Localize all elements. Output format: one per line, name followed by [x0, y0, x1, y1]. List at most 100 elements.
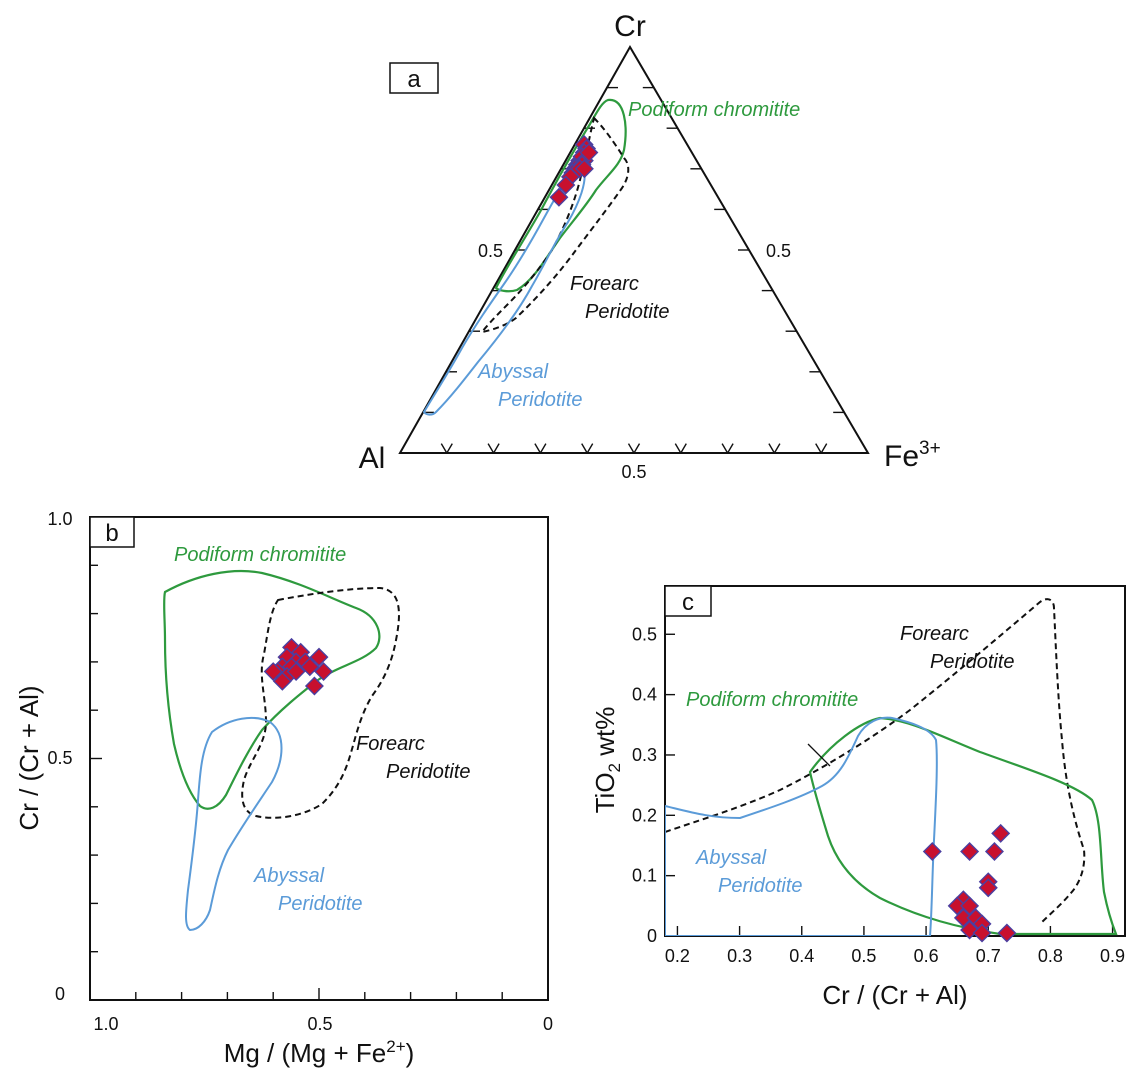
panel-c-data-point — [978, 878, 998, 898]
panel-c-data-point — [960, 842, 980, 862]
panel-c-y-axis-label: TiO2 wt% — [590, 707, 624, 814]
ternary-tick-bottom-arm — [492, 443, 500, 454]
panel-b-ticks — [90, 564, 503, 1000]
ternary-tick-bottom — [674, 443, 682, 454]
ternary-tick-bottom-arm — [633, 443, 641, 454]
panel-b-letter-box — [89, 516, 135, 548]
panel-b-field-label-forearc-line1: Forearc — [356, 733, 425, 755]
ternary-tick-left-arm — [583, 118, 591, 129]
panel-b-points — [263, 637, 334, 696]
ternary-tick-bottom — [581, 443, 588, 454]
ternary-tick-bottom-arm — [726, 443, 734, 454]
panel-c-ytick-label: 0.2 — [632, 805, 657, 825]
panel-b-y-axis-label: Cr / (Cr + Al) — [14, 685, 44, 830]
panel-c-xtick-label: 0.5 — [851, 946, 876, 966]
panel-c-data-point — [953, 908, 973, 928]
ternary-tick-right-arm — [790, 321, 798, 332]
vertex-label-al: Al — [359, 442, 386, 475]
field-abyssal-outline — [422, 164, 586, 416]
ternary-tick-bottom-arm — [539, 443, 547, 454]
panel-c-data-point — [984, 842, 1004, 862]
panel-c-field-label-podiform: Podiform chromitite — [686, 689, 858, 711]
panel-c-field-forearc — [665, 598, 1086, 925]
field-podiform-outline — [494, 98, 627, 293]
ternary-tick-left-arm — [468, 321, 476, 332]
panel-c-field-label-forearc-line2: Peridotite — [930, 651, 1015, 673]
ternary-data-point — [549, 187, 569, 207]
panel-c-xtick-label: 0.7 — [976, 946, 1001, 966]
panel-b-ytick-label-bottom: 0 — [55, 984, 65, 1004]
panel-b-ytick-label-top: 1.0 — [47, 509, 72, 529]
panel-c-letter-box — [664, 585, 712, 617]
field-forearc-outline — [479, 116, 630, 334]
field-label-abyssal-line1: Abyssal — [477, 361, 549, 383]
ternary-tick-left-arm — [537, 199, 545, 210]
panel-c-data-point — [991, 823, 1011, 843]
panel-c-data-point — [947, 896, 967, 916]
panel-b-xtick-label-left: 1.0 — [93, 1014, 118, 1034]
ternary-data-point — [579, 143, 599, 163]
ternary-tick-bottom-arm — [773, 443, 781, 454]
panel-c-field-podiform — [808, 716, 1118, 936]
ternary-tick-left-arm — [514, 240, 522, 251]
panel-b-data-point — [272, 671, 292, 691]
panel-c-tick-labels: 0.2 0.3 0.4 0.5 0.6 0.7 0.8 0.9 0 0.1 0.2 0.3 0.4 0.5 — [632, 624, 1125, 966]
panel-c-data-point — [960, 896, 980, 916]
panel-b-data-point — [314, 662, 334, 682]
panel-b-letter: b — [105, 520, 118, 547]
panel-b-ytick-label-mid: 0.5 — [47, 748, 72, 768]
panel-b-field-abyssal — [185, 716, 283, 932]
panel-b-data-point — [304, 676, 324, 696]
ternary-tick-right-arm — [671, 118, 679, 129]
panel-c-data-point — [972, 923, 992, 943]
ternary-tick-right-arm — [695, 159, 703, 170]
ternary-tick-label-bottom: 0.5 — [621, 462, 646, 482]
panel-b: b 1.0 0.5 0 1.0 0.5 0 Mg / (Mg + Fe2+) C… — [14, 509, 553, 1068]
panel-c-ytick-label: 0.1 — [632, 866, 657, 886]
panel-c-xtick-label: 0.8 — [1038, 946, 1063, 966]
panel-b-xtick-label-right: 0 — [543, 1014, 553, 1034]
ternary-tick-label-right: 0.5 — [766, 241, 791, 261]
ternary-tick-bottom — [440, 443, 448, 454]
ternary-data-point — [574, 159, 594, 179]
field-label-forearc-line1: Forearc — [570, 273, 639, 295]
ternary-tick-right-arm — [719, 199, 726, 210]
panel-c-leader-line — [807, 743, 831, 767]
vertex-label-cr: Cr — [614, 10, 646, 43]
panel-a-letter: a — [407, 66, 421, 93]
ternary-tick-left-arm — [491, 280, 499, 291]
panel-c-xtick-label: 0.4 — [789, 946, 814, 966]
ternary-tick-bottom-arm — [586, 443, 594, 454]
ternary-tick-left-arm — [606, 77, 614, 88]
panel-b-data-point — [309, 647, 329, 667]
ternary-tick-right-arm — [814, 362, 822, 373]
panel-c-data-point — [922, 842, 942, 862]
ternary-tick-bottom-arm — [446, 443, 453, 454]
panel-c-data-point — [997, 923, 1017, 943]
panel-b-xtick-label-mid: 0.5 — [307, 1014, 332, 1034]
ternary-points — [549, 134, 599, 207]
ternary-tick-right-arm — [647, 77, 655, 88]
panel-b-field-label-abyssal-line1: Abyssal — [253, 865, 325, 887]
panel-b-data-point — [263, 662, 283, 682]
panel-b-data-point — [300, 657, 320, 677]
panel-c-field-label-forearc-line1: Forearc — [900, 623, 969, 645]
panel-c-x-axis-label: Cr / (Cr + Al) — [822, 980, 967, 1010]
panel-c-xtick-label: 0.2 — [665, 946, 690, 966]
ternary-tick-bottom — [815, 443, 822, 454]
ternary-tick-right-arm — [742, 240, 750, 251]
field-label-podiform: Podiform chromitite — [628, 99, 800, 121]
vertex-label-fe3: Fe3+ — [884, 438, 941, 473]
panel-b-field-label-forearc-line2: Peridotite — [386, 761, 471, 783]
panel-b-field-forearc — [241, 586, 400, 819]
ternary-tick-bottom-arm — [680, 443, 687, 454]
panel-a: a Cr Al Fe3+ 0.5 0.5 0.5 Podiform chromi… — [359, 10, 941, 482]
ternary-tick-bottom — [534, 443, 542, 454]
ternary-tick-bottom-arm — [820, 443, 828, 454]
panel-c-letter: c — [682, 589, 694, 616]
panel-c-xtick-label: 0.3 — [727, 946, 752, 966]
ternary-data-point — [556, 175, 576, 195]
ternary-tick-bottom — [768, 443, 776, 454]
ternary-ticks — [422, 77, 845, 454]
